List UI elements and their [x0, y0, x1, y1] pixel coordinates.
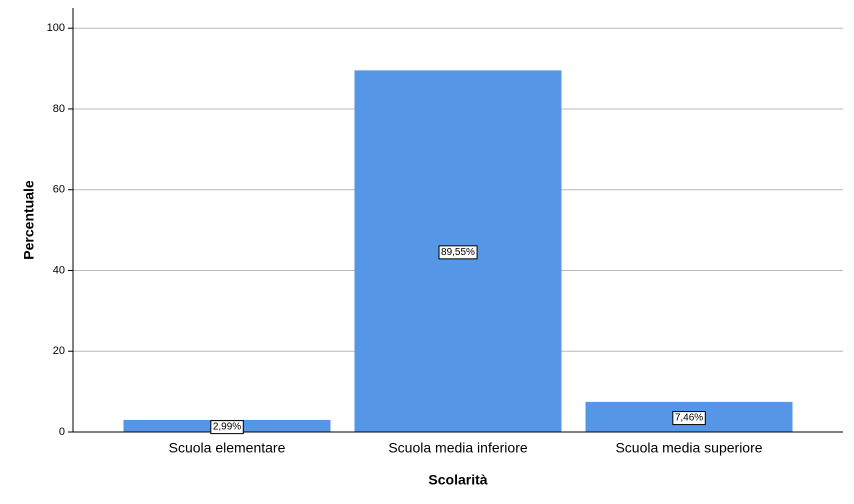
y-tick-label: 20 — [53, 345, 65, 357]
value-label: 7,46% — [675, 413, 703, 424]
x-tick-label: Scuola elementare — [169, 440, 286, 456]
y-tick-label: 40 — [53, 264, 65, 276]
y-tick-label: 60 — [53, 184, 65, 196]
y-tick-label: 0 — [59, 426, 65, 438]
value-label: 89,55% — [441, 247, 475, 258]
y-tick-label: 100 — [47, 22, 65, 34]
value-label: 2,99% — [213, 422, 241, 433]
value-label-box — [210, 420, 244, 435]
y-tick-label: 80 — [53, 103, 65, 115]
value-label-box — [672, 411, 706, 426]
value-label-box — [438, 245, 478, 260]
x-tick-label: Scuola media superiore — [615, 440, 762, 456]
x-tick-label: Scuola media inferiore — [388, 440, 528, 456]
x-axis-label: Scolarità — [428, 472, 487, 488]
y-axis-label: Percentuale — [21, 180, 37, 260]
